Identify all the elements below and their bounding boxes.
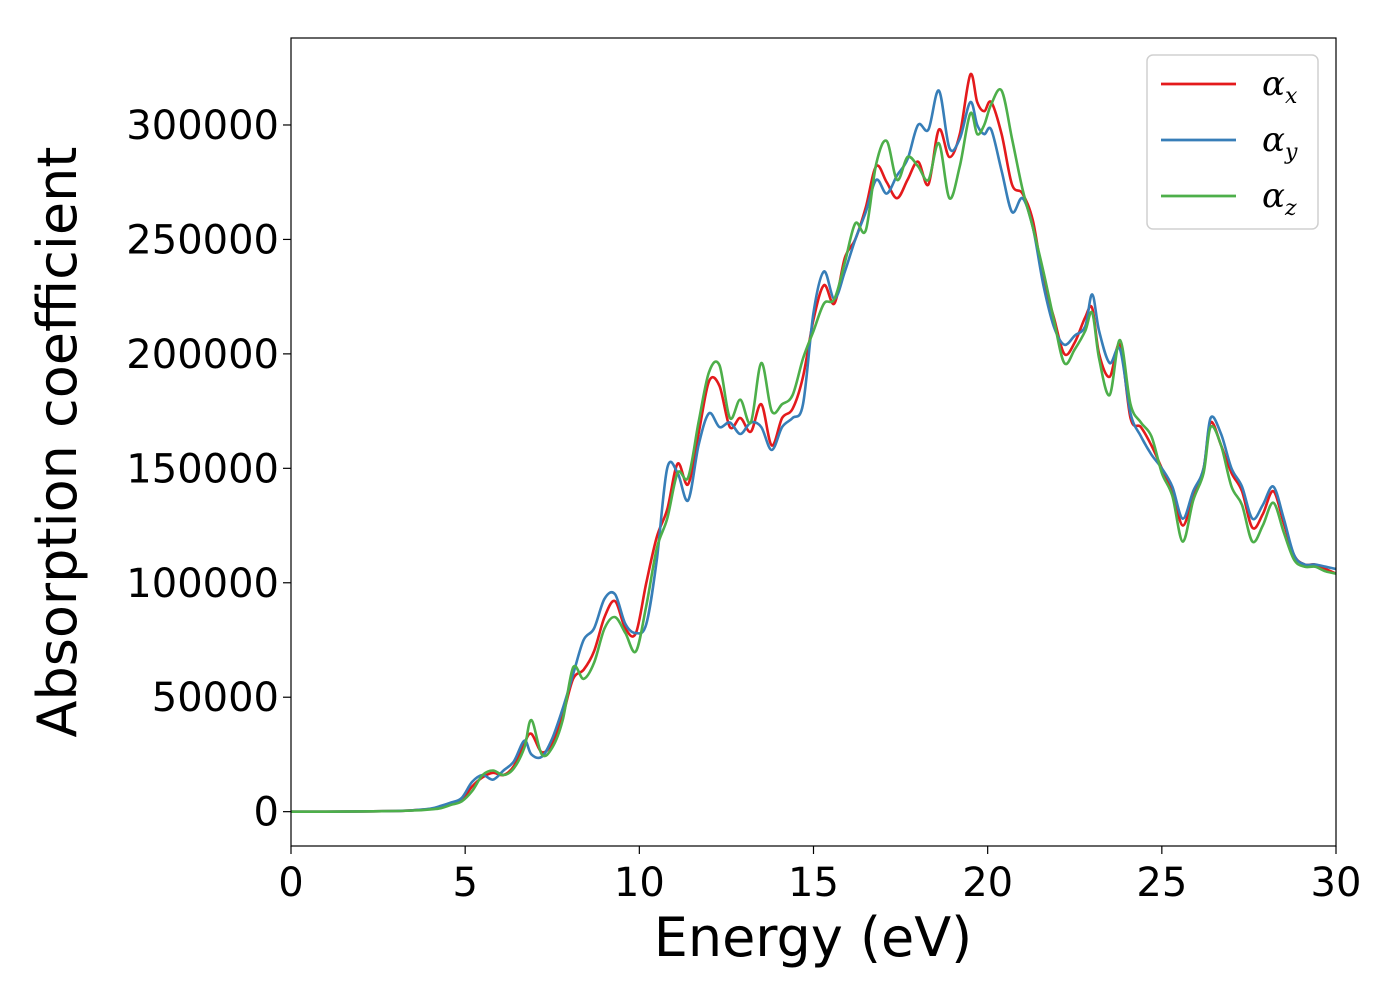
x-tick-label: 20: [962, 860, 1013, 906]
y-tick-label: 250000: [126, 217, 279, 263]
x-tick-label: 30: [1311, 860, 1362, 906]
x-tick-label: 15: [788, 860, 839, 906]
legend-label-alpha-y: αy: [1262, 120, 1298, 165]
y-tick-label: 100000: [126, 561, 279, 607]
y-tick-label: 50000: [152, 675, 279, 721]
series-line-alpha-y: [291, 89, 1336, 814]
legend-symbol: α: [1262, 120, 1285, 160]
x-tick-label: 10: [614, 860, 665, 906]
series-layer: [291, 72, 1336, 814]
legend-symbol: α: [1262, 176, 1285, 216]
x-axis-ticks: 0 5 10 15 20 25 30: [278, 846, 1361, 906]
x-tick-label: 25: [1136, 860, 1187, 906]
y-axis-ticks: 0 50000 100000 150000 200000 250000 300000: [126, 103, 291, 836]
legend-subscript: z: [1284, 196, 1297, 221]
y-tick-label: 300000: [126, 103, 279, 149]
y-tick-label: 150000: [126, 446, 279, 492]
y-tick-label: 200000: [126, 332, 279, 378]
x-tick-label: 5: [452, 860, 477, 906]
legend-subscript: x: [1285, 84, 1298, 109]
legend-symbol: α: [1262, 64, 1285, 104]
y-axis-title: Absorption coefficient: [26, 147, 89, 738]
x-axis-title: Energy (eV): [654, 906, 973, 969]
series-line-alpha-z: [291, 88, 1336, 814]
legend-label-alpha-x: αx: [1262, 64, 1298, 109]
legend-subscript: y: [1284, 140, 1298, 165]
legend-label-alpha-z: αz: [1262, 176, 1297, 221]
x-tick-label: 0: [278, 860, 303, 906]
y-tick-label: 0: [254, 790, 279, 836]
legend-box: [1146, 54, 1319, 230]
